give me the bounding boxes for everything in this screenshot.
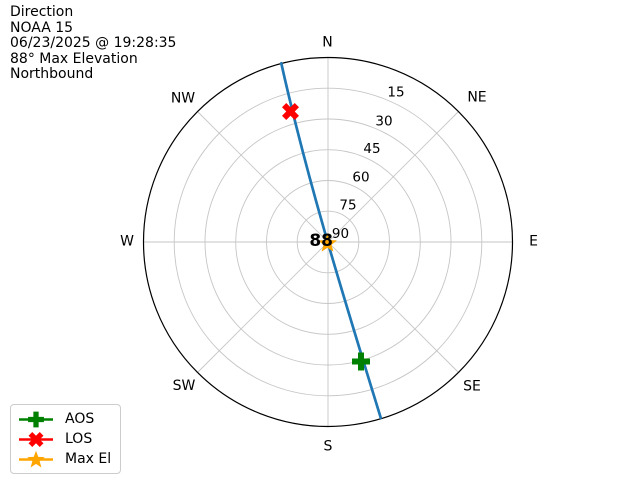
x-icon [19, 431, 53, 447]
ring-label-75: 75 [339, 198, 356, 214]
compass-label-se: SE [463, 379, 481, 395]
pass-timestamp: 06/23/2025 @ 19:28:35 [10, 35, 177, 51]
ring-label-15: 15 [387, 85, 404, 101]
plus-icon [19, 411, 53, 427]
max-el-value: 88 [309, 231, 333, 251]
los-marker-x-icon [282, 103, 299, 120]
legend-label-max-el: Max El [65, 451, 112, 467]
legend-label-los: LOS [65, 431, 93, 447]
legend-item-max-el: Max El [16, 449, 111, 469]
ring-label-30: 30 [375, 114, 392, 130]
horizon-circle [142, 56, 514, 428]
pass-direction-text: Northbound [10, 66, 94, 82]
legend: AOS LOS Max El [10, 404, 122, 474]
compass-label-w: W [120, 234, 134, 250]
star-icon [19, 450, 53, 467]
ring-label-90: 90 [332, 226, 349, 242]
chart-title: Direction [10, 4, 74, 20]
compass-label-sw: SW [173, 378, 196, 394]
legend-item-los: LOS [16, 429, 111, 449]
compass-label-s: S [324, 439, 333, 455]
legend-item-aos: AOS [16, 409, 111, 429]
satellite-name: NOAA 15 [10, 19, 74, 36]
title-block: Direction NOAA 15 06/23/2025 @ 19:28:35 … [10, 4, 177, 83]
compass-label-ne: NE [467, 90, 486, 106]
compass-label-e: E [529, 234, 538, 250]
ring-label-45: 45 [363, 141, 380, 157]
max-elevation-text: 88° Max Elevation [10, 50, 138, 67]
legend-label-aos: AOS [65, 411, 95, 427]
compass-label-n: N [322, 35, 332, 51]
ring-label-60: 60 [352, 170, 369, 186]
aos-marker-plus-icon [352, 352, 370, 371]
max-el-marker-star-icon [317, 233, 338, 252]
compass-label-nw: NW [171, 91, 195, 107]
